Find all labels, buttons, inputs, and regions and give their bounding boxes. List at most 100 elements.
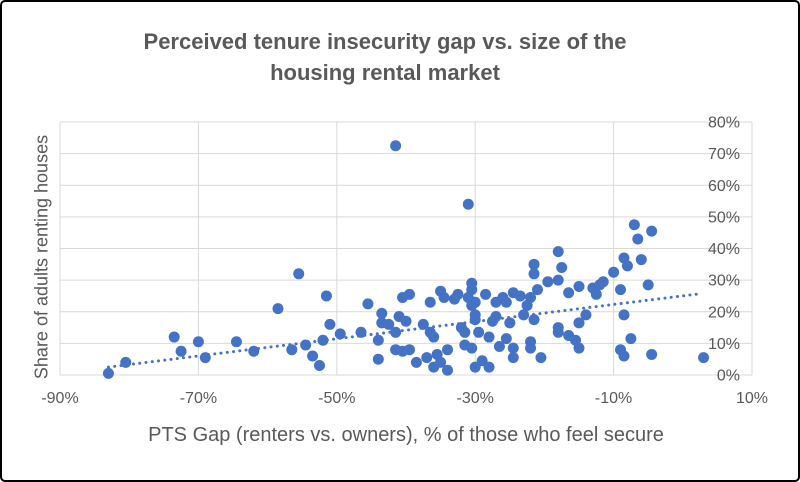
y-tick-label: 30% <box>708 273 740 290</box>
scatter-point <box>317 334 329 346</box>
scatter-point <box>192 336 204 348</box>
scatter-point <box>120 356 132 368</box>
scatter-point <box>621 260 633 272</box>
chart-title-line-1: Perceived tenure insecurity gap vs. size… <box>143 29 627 54</box>
y-tick-label: 20% <box>708 304 740 321</box>
scatter-point <box>248 345 260 357</box>
scatter-point <box>168 331 180 343</box>
scatter-point <box>355 326 367 338</box>
scatter-point <box>403 344 415 356</box>
scatter-point <box>618 350 630 362</box>
scatter-point <box>286 344 298 356</box>
x-tick-label: -30% <box>457 390 494 407</box>
scatter-point <box>300 339 312 351</box>
scatter-point <box>552 246 564 258</box>
scatter-point <box>372 334 384 346</box>
scatter-point <box>175 345 187 357</box>
scatter-point <box>483 331 495 343</box>
y-tick-label: 70% <box>708 146 740 163</box>
scatter-point <box>390 326 402 338</box>
y-tick-label: 50% <box>708 209 740 226</box>
scatter-point <box>500 296 512 308</box>
x-tick-label: 10% <box>736 390 768 407</box>
scatter-point <box>615 284 627 296</box>
scatter-point <box>528 268 540 280</box>
scatter-point <box>642 279 654 291</box>
scatter-point <box>102 367 114 379</box>
scatter-point <box>646 348 658 360</box>
scatter-point <box>438 292 450 304</box>
scatter-point <box>473 326 485 338</box>
y-tick-label: 10% <box>708 336 740 353</box>
scatter-point <box>480 288 492 300</box>
scatter-point <box>362 298 374 310</box>
scatter-point <box>459 326 471 338</box>
scatter-point <box>698 352 710 364</box>
chart-title-line-2: housing rental market <box>270 60 500 85</box>
scatter-point <box>376 307 388 319</box>
scatter-point <box>469 309 481 321</box>
scatter-point <box>421 352 433 364</box>
y-tick-label: 0% <box>717 368 740 385</box>
scatter-point <box>403 288 415 300</box>
x-tick-label: -10% <box>595 390 632 407</box>
scatter-point <box>531 284 543 296</box>
scatter-point <box>390 140 402 152</box>
scatter-point <box>466 284 478 296</box>
x-tick-label: -50% <box>318 390 355 407</box>
scatter-point <box>573 280 585 292</box>
y-axis-title: Share of adults renting houses <box>31 134 52 380</box>
scatter-point <box>628 219 640 231</box>
scatter-point <box>428 331 440 343</box>
scatter-point <box>563 287 575 299</box>
x-axis-title: PTS Gap (renters vs. owners), % of those… <box>148 424 664 446</box>
scatter-point <box>307 350 319 362</box>
chart-title: Perceived tenure insecurity gap vs. size… <box>90 26 680 88</box>
scatter-point <box>314 360 325 372</box>
scatter-point <box>635 254 647 266</box>
scatter-point <box>324 318 336 330</box>
scatter-point <box>528 258 540 270</box>
scatter-point <box>466 342 478 354</box>
scatter-point <box>372 353 384 365</box>
scatter-point <box>608 266 620 278</box>
scatter-point <box>573 317 585 329</box>
scatter-point <box>573 342 585 354</box>
scatter-point <box>293 268 305 280</box>
scatter-point <box>199 352 211 364</box>
scatter-point <box>334 328 346 340</box>
scatter-point <box>452 288 464 300</box>
y-tick-label: 80% <box>708 115 740 132</box>
scatter-point <box>410 356 422 368</box>
scatter-point <box>625 333 637 345</box>
scatter-point <box>535 352 547 364</box>
scatter-point <box>483 361 495 373</box>
scatter-point <box>230 336 242 348</box>
scatter-point <box>525 292 537 304</box>
scatter-point <box>507 342 519 354</box>
scatter-point <box>435 356 447 368</box>
scatter-point <box>462 198 474 210</box>
scatter-point <box>507 352 519 364</box>
scatter-point <box>646 225 658 237</box>
scatter-point <box>597 276 609 288</box>
scatter-point <box>383 318 395 330</box>
scatter-point <box>490 310 502 322</box>
scatter-point <box>556 261 568 273</box>
y-tick-label: 60% <box>708 178 740 195</box>
scatter-point <box>528 314 540 326</box>
x-tick-label: -70% <box>180 390 217 407</box>
scatter-point <box>272 303 284 315</box>
scatter-point <box>500 333 512 345</box>
scatter-point <box>542 276 554 288</box>
scatter-point <box>525 342 537 354</box>
scatter-point <box>400 315 412 327</box>
scatter-point <box>320 290 332 302</box>
scatter-point <box>580 309 592 321</box>
y-tick-label: 40% <box>708 241 740 258</box>
x-tick-label: -90% <box>41 390 78 407</box>
scatter-point <box>590 288 602 300</box>
scatter-point <box>552 326 564 338</box>
